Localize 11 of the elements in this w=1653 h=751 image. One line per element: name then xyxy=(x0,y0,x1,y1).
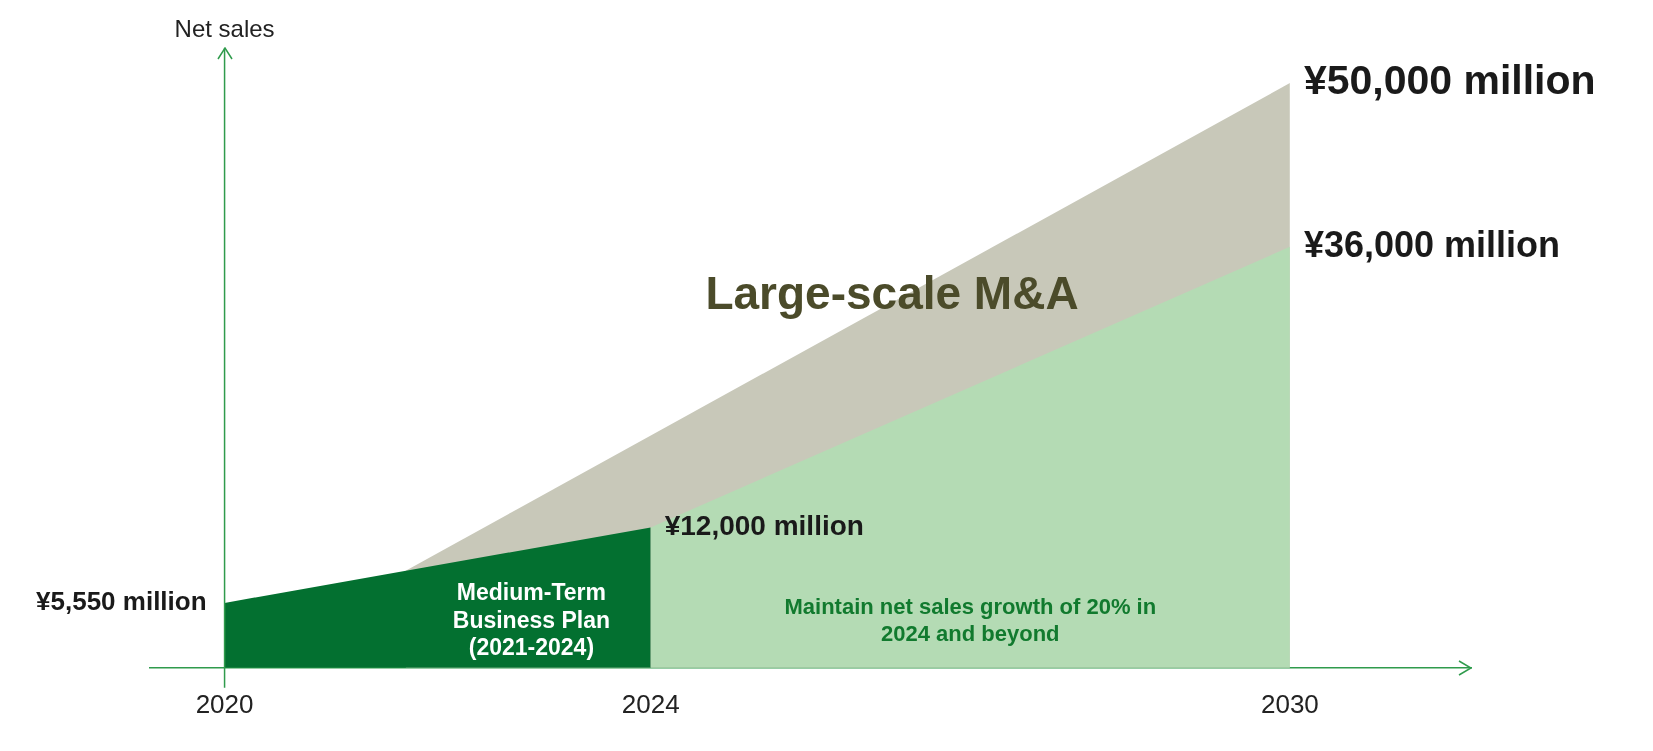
x-tick-label: 2020 xyxy=(195,688,254,719)
series-label: Maintain net sales growth of 20% in 2024 and beyond xyxy=(784,594,1157,646)
y-axis-title: Net sales xyxy=(174,14,275,42)
series-label: Large-scale M&A xyxy=(705,266,1079,319)
data-label: ¥36,000 million xyxy=(1303,223,1561,265)
data-label: ¥50,000 million xyxy=(1303,57,1596,104)
data-label: ¥5,550 million xyxy=(36,586,207,617)
x-tick-label: 2030 xyxy=(1260,688,1319,719)
series-label: Medium-Term Business Plan (2021-2024) xyxy=(452,579,610,661)
x-tick-label: 2024 xyxy=(621,688,680,719)
data-label: ¥12,000 million xyxy=(664,510,864,542)
